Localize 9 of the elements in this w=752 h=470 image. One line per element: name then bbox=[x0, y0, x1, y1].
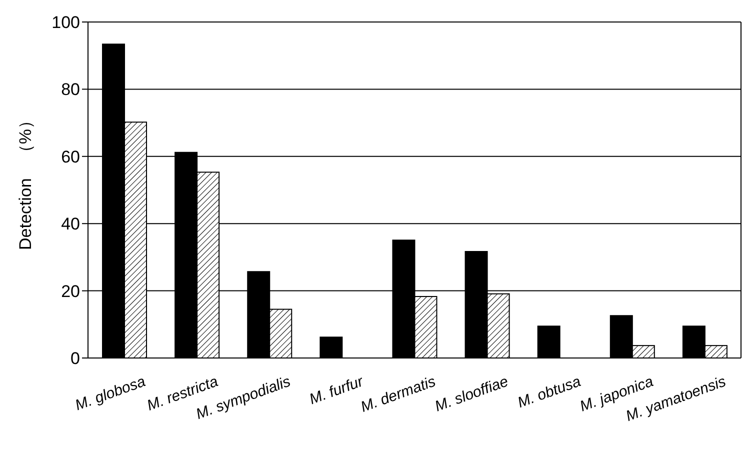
y-tick-label: 100 bbox=[52, 13, 80, 32]
y-tick-label: 20 bbox=[61, 282, 80, 301]
y-axis-title: Detection （%） bbox=[16, 112, 36, 250]
y-tick-label: 80 bbox=[61, 80, 80, 100]
bar bbox=[537, 326, 560, 358]
bar bbox=[320, 336, 343, 358]
y-tick-label: 40 bbox=[61, 214, 80, 234]
y-tick-label: 0 bbox=[70, 349, 80, 368]
y-tick-label: 60 bbox=[61, 147, 80, 166]
